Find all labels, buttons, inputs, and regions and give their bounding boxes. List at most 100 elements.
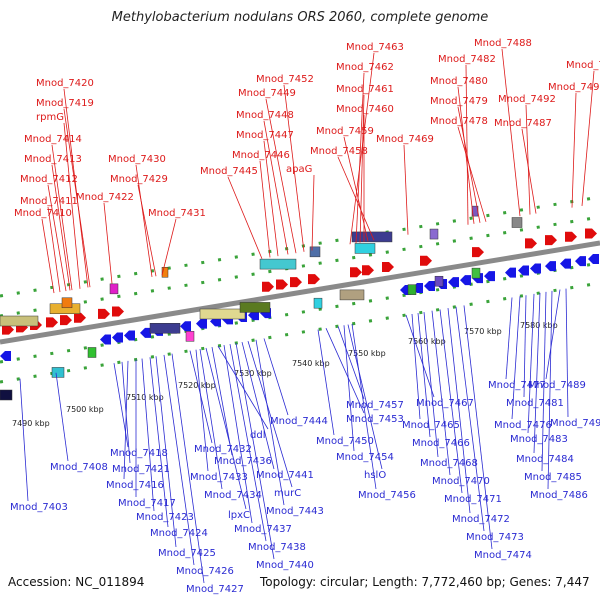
reverse-gene-label: Mnod_7416 (106, 480, 164, 491)
kbp-tick-label: 7540 kbp (292, 359, 330, 368)
gene-box (161, 267, 169, 278)
label-leader-line (527, 293, 535, 434)
gene-arrow (2, 324, 14, 335)
gene-arrow (262, 281, 274, 292)
reverse-gene-label: Mnod_7472 (452, 514, 510, 525)
reverse-gene-label: Mnod_7403 (10, 502, 68, 513)
gene-arrow (472, 247, 484, 258)
label-leader-line (317, 329, 335, 436)
forward-gene-label: Mnod_7414 (24, 134, 82, 145)
label-leader-line (337, 326, 365, 400)
gene-box (471, 267, 481, 279)
label-leader-line (359, 94, 365, 243)
kbp-tick-label: 7500 kbp (66, 405, 104, 414)
kbp-tick-label: 7490 kbp (12, 419, 50, 428)
reverse-gene-label: Mnod_7437 (234, 524, 292, 535)
gene-box (109, 283, 119, 295)
label-leader-line (227, 176, 263, 259)
forward-gene-label: Mnod_7463 (346, 42, 404, 53)
forward-gene-label: Mnod_7487 (494, 118, 552, 129)
reverse-gene-label: Mnod_7434 (204, 490, 262, 501)
label-leader-line (19, 378, 29, 502)
track-tick-line (0, 261, 600, 364)
forward-gene-label: Mnod_7479 (430, 96, 488, 107)
label-leader-line (149, 357, 169, 528)
label-leader-line (501, 48, 521, 217)
gene-box (313, 297, 323, 309)
reverse-gene-label: Mnod_7457 (346, 400, 404, 411)
forward-gene-label: Mnod_7459 (316, 126, 374, 137)
forward-gene-labels: Mnod_7420 Mnod_7419 rpmG Mnod_7414 Mnod_7413… (14, 38, 600, 294)
gene-arrow (518, 265, 529, 276)
gene-arrow (276, 279, 288, 290)
gene-box (407, 284, 417, 295)
kbp-tick-label: 7520 kbp (178, 381, 216, 390)
label-leader-line (255, 339, 285, 506)
label-leader-line (259, 160, 271, 258)
reverse-gene-label: Mnod_7450 (316, 436, 374, 447)
label-leader-line (123, 360, 129, 480)
forward-gene-label: Mnod_7488 (474, 38, 532, 49)
gene-arrow (448, 277, 459, 288)
reverse-gene-label: Mnod_7425 (158, 548, 216, 559)
reverse-gene-label: Mnod_7466 (412, 438, 470, 449)
gene-arrow (460, 275, 471, 286)
gene-arrow (112, 306, 124, 317)
kbp-tick-label: 7550 kbp (348, 349, 386, 358)
gene-arrow (575, 256, 586, 267)
forward-gene-label: Mnod_7482 (438, 54, 496, 65)
gene-arrow (560, 258, 571, 269)
reverse-gene-label: Mnod_7456 (358, 490, 416, 501)
forward-gene-label: Mnod_7478 (430, 116, 488, 127)
label-leader-line (47, 184, 67, 292)
forward-gene-label: Mnod_7469 (376, 134, 434, 145)
gene-arrow (588, 253, 599, 264)
label-leader-line (417, 312, 431, 438)
forward-gene-label: apaG (286, 164, 312, 175)
label-leader-line (337, 156, 375, 241)
label-leader-line (521, 128, 537, 214)
label-leader-line (171, 353, 205, 584)
kbp-tick-label: 7570 kbp (464, 327, 502, 336)
label-leader-line (343, 325, 355, 452)
forward-gene-label: Mnod_7449 (238, 88, 296, 99)
forward-gene-label: Mnod_7420 (36, 78, 94, 89)
gene-box (199, 308, 246, 320)
label-leader-line (63, 108, 91, 288)
label-leader-line (351, 323, 377, 490)
reverse-gene-label: Mnod_7421 (112, 464, 170, 475)
forward-gene-label: Mnod_7422 (76, 192, 134, 203)
reverse-gene-label: Mnod_7423 (136, 512, 194, 523)
gene-box (511, 217, 523, 228)
forward-gene-label: Mnod_7412 (20, 174, 78, 185)
gene-arrow (565, 231, 577, 242)
reverse-gene-label: Mnod_7438 (248, 542, 306, 553)
reverse-gene-label: lpxC (228, 510, 250, 521)
label-leader-line (161, 218, 177, 276)
gene-arrow (420, 255, 432, 266)
forward-gene-label: Mnod_7492 (498, 94, 556, 105)
reverse-gene-label: murC (274, 488, 301, 499)
gene-box (351, 231, 393, 243)
reverse-gene-label: Mnod_7417 (118, 498, 176, 509)
kbp-tick-label: 7530 kbp (234, 369, 272, 378)
forward-gene-label: Mnod_7461 (336, 84, 394, 95)
label-leader-line (247, 340, 293, 488)
reverse-gene-label: Mnod_7427 (186, 584, 244, 595)
reverse-gene-label: Mnod_7444 (270, 416, 328, 427)
label-leader-line (103, 202, 113, 284)
gene-arrow (484, 271, 495, 282)
label-leader-line (465, 64, 469, 225)
label-leader-line (195, 349, 209, 472)
accession-text: Accession: NC_011894 (8, 575, 145, 589)
gene-arrow (0, 351, 11, 361)
label-leader-line (343, 136, 369, 242)
label-leader-line (163, 354, 195, 566)
gene-arrow (505, 267, 516, 278)
gene-box (149, 323, 181, 334)
reverse-gene-label: Mnod_7471 (444, 494, 502, 505)
label-leader-line (263, 338, 289, 416)
label-leader-line (547, 290, 553, 490)
